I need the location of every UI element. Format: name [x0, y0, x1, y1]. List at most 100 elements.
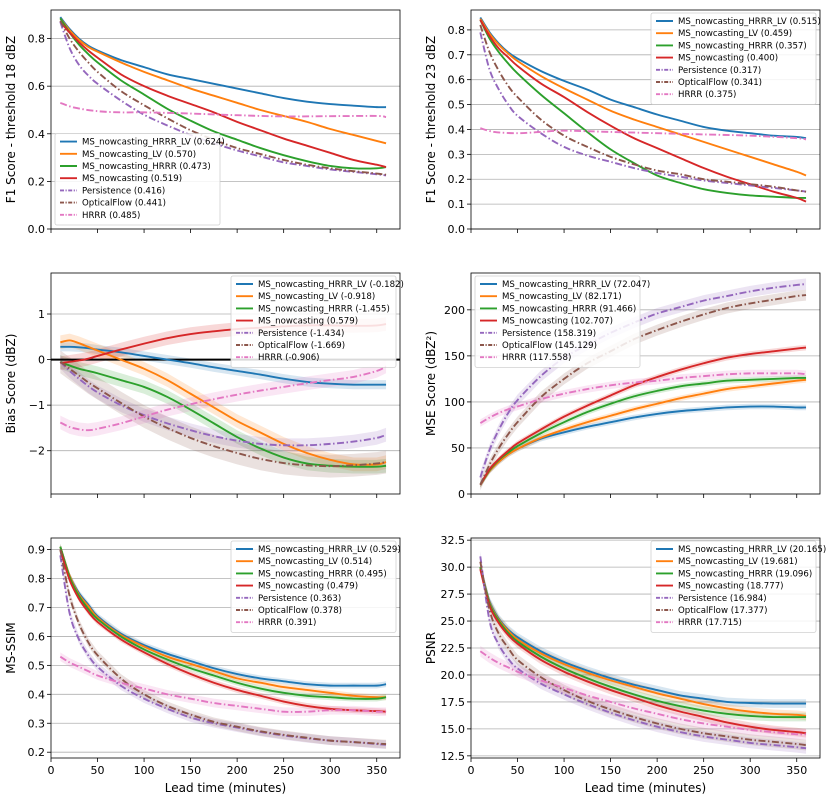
- plot-area: [51, 317, 400, 478]
- y-axis-label: F1 Score - threshold 18 dBZ: [4, 36, 18, 203]
- legend-label: MS_nowcasting_HRRR_LV (72.047): [502, 280, 650, 290]
- y-axis-label: Bias Score (dBZ): [4, 334, 18, 434]
- y-tick-label: 25.0: [441, 615, 466, 628]
- legend-label: Persistence (-1.434): [258, 329, 344, 339]
- axes-frame: [470, 9, 821, 230]
- legend-box: [230, 540, 397, 633]
- y-tick-label: 0.8: [28, 33, 46, 46]
- series-line: [479, 566, 807, 717]
- x-tick-label: 50: [511, 764, 525, 777]
- legend-label: HRRR (17.715): [678, 618, 742, 628]
- x-tick-label: 300: [320, 764, 341, 777]
- x-tick-label: 250: [273, 764, 294, 777]
- legend-label: MS_nowcasting (18.777): [678, 582, 784, 592]
- x-tick-label: 0: [48, 764, 55, 777]
- legend-label: Persistence (158.319): [502, 329, 596, 339]
- x-tick-label: 0: [468, 764, 475, 777]
- legend-label: OpticalFlow (145.129): [502, 341, 597, 351]
- y-tick-label: 0.3: [448, 148, 466, 161]
- y-tick-label: 15.0: [441, 723, 466, 736]
- legend-label: Persistence (0.363): [258, 594, 341, 604]
- axes-frame: [470, 537, 821, 759]
- y-tick-label: 200: [444, 304, 465, 317]
- y-tick-label: 0.2: [28, 746, 46, 759]
- x-tick-label: 200: [227, 764, 248, 777]
- y-tick-label: −1: [29, 399, 45, 412]
- series-line: [59, 361, 387, 468]
- f1-23dbz-panel: 0.0 0.1 0.2 0.3 0.4 0.5 0.6 0.7 0.8 F1 Score - th…: [424, 9, 821, 236]
- legend-label: MS_nowcasting_HRRR (0.495): [258, 569, 387, 579]
- x-tick-label: 300: [740, 764, 761, 777]
- legend-box: [650, 540, 817, 633]
- series-band: [480, 289, 807, 491]
- series-line: [60, 339, 387, 466]
- y-tick-label: 0.3: [28, 717, 46, 730]
- series-band: [480, 278, 807, 483]
- plot-area: [479, 16, 807, 203]
- y-tick-label: 0.4: [28, 128, 46, 141]
- y-tick-label: 50: [451, 442, 465, 455]
- legend-label: OpticalFlow (0.341): [678, 78, 762, 88]
- series-band: [60, 551, 387, 750]
- series-line: [59, 549, 387, 713]
- legend-label: MS_nowcasting (0.519): [82, 174, 182, 184]
- axes-frame: [50, 272, 401, 495]
- series-line: [59, 546, 387, 699]
- legend-box: [230, 275, 397, 368]
- y-tick-label: 0.8: [448, 24, 466, 37]
- y-tick-label: 0.6: [448, 74, 466, 87]
- psnr-panel: 12.5 15.0 17.5 20.0 22.5 25.0 27.5 30.0 32.5 0 50 1…: [424, 534, 826, 795]
- legend-label: MS_nowcasting_LV (82.171): [502, 292, 622, 302]
- series-line: [59, 17, 387, 145]
- legend-label: MS_nowcasting_HRRR (-1.455): [258, 304, 390, 314]
- legend: MS_nowcasting_HRRR_LV (0.529) MS_nowcasti…: [230, 540, 401, 633]
- legend-label: MS_nowcasting_LV (0.459): [678, 29, 792, 39]
- y-tick-label: 0.4: [28, 688, 46, 701]
- series-line: [479, 372, 807, 424]
- legend: MS_nowcasting_HRRR_LV (-0.182) MS_nowcast…: [230, 275, 404, 368]
- y-tick-label: 12.5: [441, 750, 466, 763]
- f1-18dbz-panel: 0.0 0.2 0.4 0.6 0.8 F1 Score - threshold 18 d…: [4, 9, 401, 236]
- legend-label: MS_nowcasting_HRRR_LV (-0.182): [258, 280, 404, 290]
- series-line: [479, 18, 807, 177]
- series-line: [59, 546, 387, 700]
- series-line: [479, 346, 807, 486]
- y-tick-label: 0.8: [28, 573, 46, 586]
- legend-label: MS_nowcasting_HRRR (0.357): [678, 41, 807, 51]
- series-line: [479, 19, 807, 199]
- legend-label: MS_nowcasting_HRRR_LV (0.515): [678, 17, 821, 27]
- legend-box: [650, 12, 817, 105]
- legend-label: OpticalFlow (17.377): [678, 606, 767, 616]
- x-tick-label: 150: [180, 764, 201, 777]
- x-tick-label: 250: [693, 764, 714, 777]
- y-tick-label: 0.6: [28, 630, 46, 643]
- y-tick-label: 0.4: [448, 123, 466, 136]
- series-line: [59, 20, 387, 176]
- plot-area: [59, 543, 387, 750]
- legend-label: HRRR (0.485): [82, 211, 140, 221]
- plot-area: [479, 550, 807, 754]
- legend-label: MS_nowcasting_LV (0.570): [82, 150, 196, 160]
- y-tick-label: 150: [444, 350, 465, 363]
- y-axis-label: F1 Score - threshold 23 dBZ: [424, 36, 438, 203]
- x-tick-label: 150: [600, 764, 621, 777]
- legend-label: OpticalFlow (0.378): [258, 606, 342, 616]
- axes-frame: [470, 272, 821, 495]
- y-tick-label: 22.5: [441, 642, 466, 655]
- legend-label: MS_nowcasting_HRRR_LV (0.624): [82, 138, 225, 148]
- y-tick-label: 0: [458, 488, 465, 501]
- y-tick-label: 1: [38, 308, 45, 321]
- x-tick-label: 350: [366, 764, 387, 777]
- axes-frame: [50, 537, 401, 759]
- legend-label: Persistence (0.317): [678, 66, 761, 76]
- legend-label: MS_nowcasting_LV (19.681): [678, 557, 798, 567]
- y-tick-label: 0: [38, 354, 45, 367]
- y-tick-label: 100: [444, 396, 465, 409]
- series-line: [480, 127, 807, 141]
- x-axis-label: Lead time (minutes): [585, 781, 707, 795]
- series-line: [479, 566, 807, 719]
- bias-score-panel: −2 −1 0 1 Bias Score (dBZ) MS_nowcasting_HRRR…: [4, 272, 404, 498]
- y-tick-label: 0.1: [448, 198, 466, 211]
- y-tick-label: −2: [29, 445, 45, 458]
